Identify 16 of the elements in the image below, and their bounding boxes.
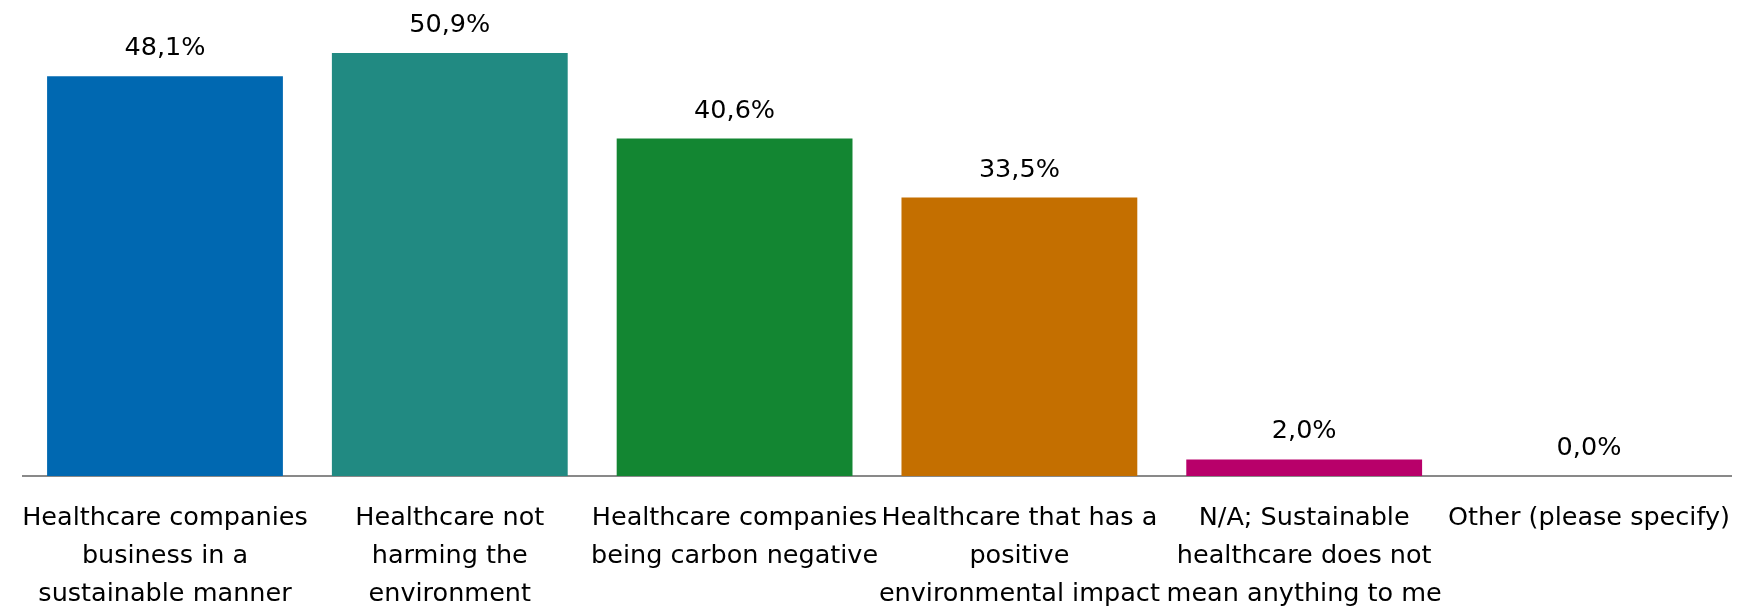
x-tick-label: Healthcare that has a positive environmental impact: [878, 500, 1160, 608]
x-tick-label: Healthcare not harming the environment: [355, 500, 545, 608]
data-label: 48,1%: [124, 31, 206, 62]
data-label: 40,6%: [694, 93, 776, 124]
bar: [47, 76, 283, 476]
bar: [1186, 459, 1423, 476]
bar: [901, 197, 1138, 476]
data-label: 50,9%: [409, 8, 491, 38]
x-tick-label: N/A; Sustainable healthcare does not mean anything to me: [1166, 500, 1442, 608]
x-tick-label: Healthcare companies business in a sustainable manner: [22, 500, 308, 608]
bar: [331, 53, 568, 476]
data-label: 33,5%: [978, 152, 1060, 183]
data-label: 2,0%: [1271, 414, 1337, 445]
bar: [616, 138, 853, 476]
data-label: 0,0%: [1556, 431, 1622, 461]
x-tick-label: Other (please specify): [1448, 500, 1730, 531]
